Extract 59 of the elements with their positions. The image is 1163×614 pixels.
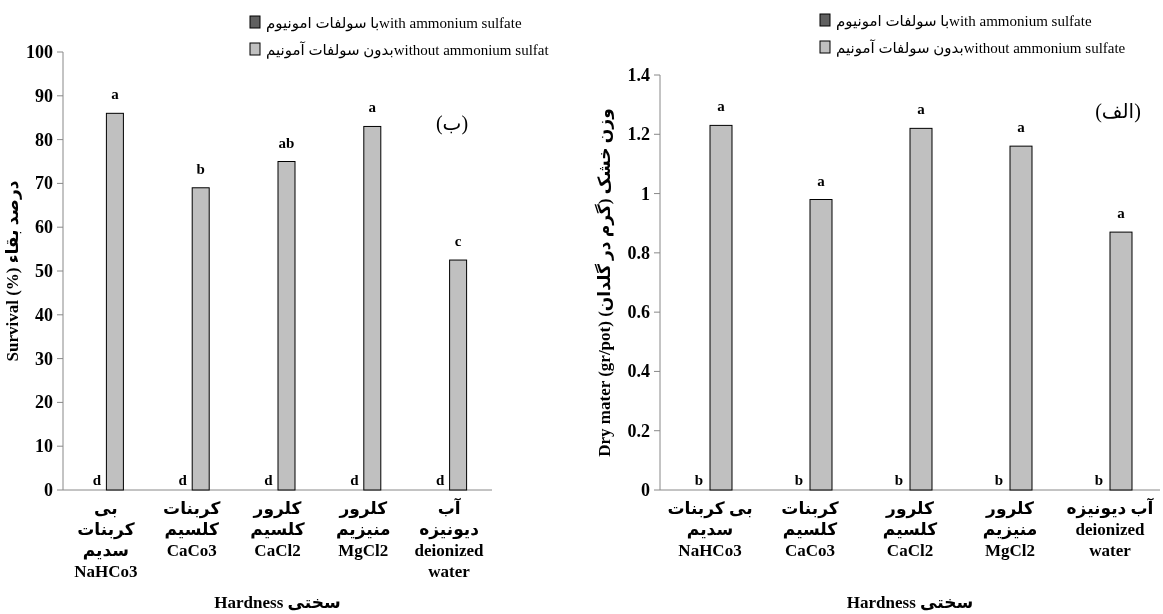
data-label: ab — [278, 134, 295, 151]
data-label: d — [92, 472, 102, 488]
y-tick-label: 0 — [44, 480, 53, 500]
legend-label: بدون سولفات آمونیمwithout ammonium sulfat — [266, 41, 550, 59]
data-label: d — [264, 472, 274, 488]
y-tick-label: 0 — [641, 480, 650, 500]
legend-label: با سولفات امونیومwith ammonium sulfate — [836, 13, 1092, 30]
data-label: b — [694, 472, 704, 488]
bar — [449, 259, 468, 491]
bar — [1109, 231, 1133, 491]
bar — [191, 187, 210, 491]
data-label: d — [350, 472, 360, 488]
legend-label: با سولفات امونیومwith ammonium sulfate — [266, 15, 522, 32]
x-axis-title: Hardness سختی — [214, 593, 341, 612]
bar — [277, 161, 296, 491]
data-label: b — [894, 472, 904, 488]
y-tick-label: 0.6 — [627, 302, 650, 323]
y-tick-label: 60 — [35, 217, 53, 238]
y-tick-label: 80 — [35, 129, 53, 150]
data-label: b — [1094, 472, 1104, 488]
y-tick-label: 1 — [641, 183, 650, 204]
data-label: d — [178, 472, 188, 488]
y-tick-label: 0.4 — [627, 361, 650, 382]
y-tick-label: 0.8 — [627, 242, 650, 263]
data-label: b — [994, 472, 1004, 488]
y-tick-label: 90 — [35, 85, 53, 106]
data-label: a — [817, 172, 826, 189]
data-label: a — [1017, 119, 1026, 136]
data-label: b — [196, 160, 205, 177]
y-axis-title: Survival (%) درصد بقاء — [3, 180, 22, 362]
y-tick-label: 30 — [35, 348, 53, 369]
bar — [363, 125, 382, 491]
y-tick-label: 1.4 — [627, 65, 650, 85]
y-axis-title: Dry mater (gr/pot) وزن خشک (گرم در گلدان) — [594, 108, 615, 457]
y-tick-label: 100 — [26, 42, 53, 62]
data-label: d — [435, 472, 445, 488]
y-tick-label: 1.2 — [627, 124, 650, 145]
data-label: a — [1117, 205, 1126, 222]
bar — [709, 124, 733, 491]
bar — [1009, 145, 1033, 491]
data-label: a — [717, 98, 726, 115]
bar — [105, 112, 124, 491]
data-label: a — [917, 101, 926, 118]
annotation: (ب) — [435, 112, 469, 135]
y-tick-label: 20 — [35, 392, 53, 413]
legend-label: بدون سولفات آمونیمwithout ammonium sulfate — [836, 39, 1126, 57]
bar — [809, 199, 833, 491]
y-tick-label: 40 — [35, 304, 53, 325]
data-label: b — [794, 472, 804, 488]
y-tick-label: 0.2 — [627, 420, 650, 441]
y-tick-label: 70 — [35, 173, 53, 194]
x-axis-title: Hardness سختی — [846, 593, 974, 612]
annotation: (الف) — [1095, 100, 1141, 123]
y-tick-label: 10 — [35, 436, 53, 457]
bar — [909, 127, 933, 491]
data-label: a — [111, 86, 120, 103]
y-tick-label: 50 — [35, 261, 53, 281]
data-label: c — [454, 233, 462, 250]
data-label: a — [368, 99, 377, 116]
